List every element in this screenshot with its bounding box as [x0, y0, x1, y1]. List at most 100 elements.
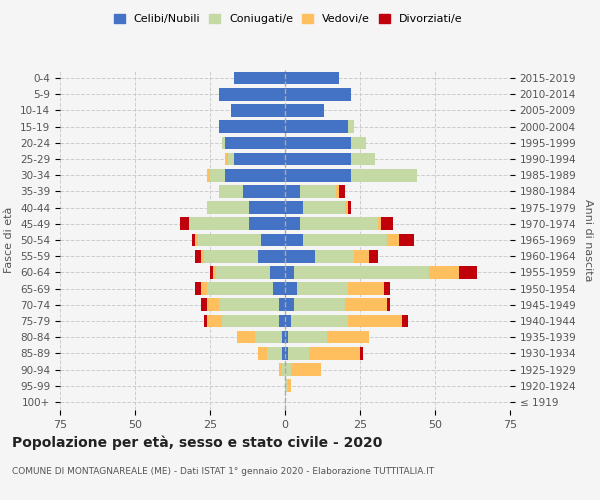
Bar — [234, 72, 285, 85]
Bar — [192, 234, 195, 246]
Bar — [369, 250, 378, 262]
Y-axis label: Anni di nascita: Anni di nascita — [583, 198, 593, 281]
Bar — [315, 250, 354, 262]
Bar — [219, 298, 279, 311]
Bar — [348, 202, 351, 214]
Bar — [285, 282, 297, 295]
Bar — [243, 185, 285, 198]
Bar — [249, 218, 285, 230]
Bar — [198, 234, 261, 246]
Bar — [210, 266, 213, 278]
Bar — [258, 347, 267, 360]
Bar — [195, 250, 201, 262]
Bar — [195, 282, 201, 295]
Bar — [207, 202, 249, 214]
Bar — [288, 380, 291, 392]
Bar — [309, 347, 360, 360]
Bar — [222, 314, 279, 328]
Bar — [255, 331, 282, 344]
Bar — [216, 266, 270, 278]
Bar — [354, 250, 369, 262]
Bar — [381, 218, 393, 230]
Bar — [351, 152, 375, 166]
Bar — [327, 331, 369, 344]
Bar — [258, 250, 285, 262]
Bar — [237, 331, 255, 344]
Legend: Celibi/Nubili, Coniugati/e, Vedovi/e, Divorziati/e: Celibi/Nubili, Coniugati/e, Vedovi/e, Di… — [110, 10, 466, 28]
Bar — [225, 136, 285, 149]
Bar — [291, 314, 348, 328]
Bar — [207, 169, 210, 181]
Bar — [201, 298, 207, 311]
Bar — [285, 347, 288, 360]
Bar — [282, 347, 285, 360]
Bar — [288, 331, 327, 344]
Bar — [285, 88, 351, 101]
Bar — [285, 331, 288, 344]
Bar — [285, 363, 291, 376]
Bar — [459, 266, 477, 278]
Bar — [300, 218, 378, 230]
Bar — [387, 298, 390, 311]
Bar — [348, 282, 384, 295]
Bar — [285, 72, 339, 85]
Bar — [204, 314, 207, 328]
Bar — [336, 185, 339, 198]
Bar — [345, 298, 387, 311]
Bar — [303, 234, 387, 246]
Bar — [291, 363, 321, 376]
Bar — [234, 152, 285, 166]
Bar — [219, 120, 285, 133]
Bar — [345, 202, 348, 214]
Bar — [225, 169, 285, 181]
Bar — [285, 234, 303, 246]
Bar — [210, 169, 225, 181]
Bar — [294, 298, 345, 311]
Bar — [285, 314, 291, 328]
Bar — [348, 314, 402, 328]
Bar — [285, 218, 300, 230]
Bar — [285, 185, 300, 198]
Bar — [279, 314, 285, 328]
Bar — [300, 185, 336, 198]
Bar — [285, 169, 351, 181]
Text: COMUNE DI MONTAGNAREALE (ME) - Dati ISTAT 1° gennaio 2020 - Elaborazione TUTTITA: COMUNE DI MONTAGNAREALE (ME) - Dati ISTA… — [12, 468, 434, 476]
Bar — [282, 331, 285, 344]
Bar — [195, 234, 198, 246]
Bar — [279, 298, 285, 311]
Bar — [249, 202, 285, 214]
Bar — [207, 314, 222, 328]
Bar — [285, 298, 294, 311]
Bar — [285, 152, 351, 166]
Bar — [303, 202, 345, 214]
Bar — [228, 152, 234, 166]
Bar — [207, 282, 273, 295]
Bar — [285, 250, 315, 262]
Bar — [348, 120, 354, 133]
Bar — [225, 152, 228, 166]
Bar — [285, 136, 351, 149]
Bar — [213, 266, 216, 278]
Bar — [285, 104, 324, 117]
Bar — [222, 136, 225, 149]
Bar — [180, 218, 189, 230]
Text: Popolazione per età, sesso e stato civile - 2020: Popolazione per età, sesso e stato civil… — [12, 435, 382, 450]
Bar — [384, 282, 390, 295]
Bar — [204, 250, 258, 262]
Bar — [294, 266, 429, 278]
Bar — [279, 363, 282, 376]
Bar — [360, 347, 363, 360]
Bar — [219, 185, 243, 198]
Bar — [261, 234, 285, 246]
Bar — [207, 298, 219, 311]
Bar — [399, 234, 414, 246]
Bar — [378, 218, 381, 230]
Bar — [351, 169, 417, 181]
Bar — [201, 250, 204, 262]
Bar — [351, 136, 366, 149]
Bar — [387, 234, 399, 246]
Bar — [273, 282, 285, 295]
Bar — [267, 347, 282, 360]
Bar — [201, 282, 207, 295]
Bar — [285, 380, 288, 392]
